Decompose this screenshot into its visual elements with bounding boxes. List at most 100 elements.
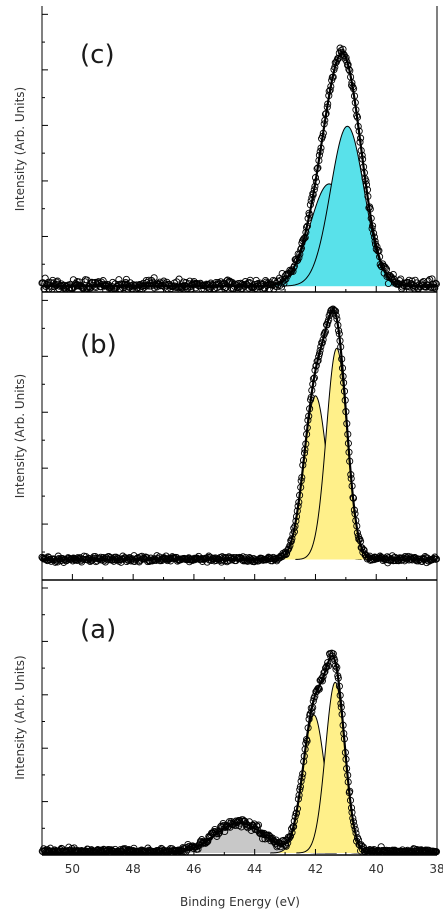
data-point xyxy=(370,229,378,237)
y-axis-title: Intensity (Arb. Units) xyxy=(13,87,27,211)
component-fill xyxy=(269,395,362,560)
data-point xyxy=(312,362,320,370)
data-point xyxy=(265,280,273,288)
data-point xyxy=(342,54,350,62)
data-point xyxy=(331,63,339,71)
data-point xyxy=(334,674,342,682)
data-point xyxy=(352,829,360,837)
data-point xyxy=(343,420,351,428)
data-point xyxy=(290,528,298,536)
data-point xyxy=(296,783,304,791)
data-point xyxy=(344,430,352,438)
data-point xyxy=(321,329,329,337)
component-fill xyxy=(280,126,415,287)
data-point xyxy=(332,312,340,320)
data-point xyxy=(368,224,376,233)
data-point xyxy=(335,54,343,62)
data-point xyxy=(326,86,334,94)
data-point xyxy=(294,795,302,803)
data-point xyxy=(295,791,303,799)
data-point xyxy=(300,752,308,760)
data-point xyxy=(354,122,362,130)
y-axis-title: Intensity (Arb. Units) xyxy=(13,655,27,779)
data-point xyxy=(173,283,181,291)
x-tick-label: 38 xyxy=(429,862,443,876)
data-point xyxy=(331,307,339,315)
data-point xyxy=(303,737,311,745)
envelope-line xyxy=(42,52,437,288)
data-point xyxy=(318,677,326,685)
data-point xyxy=(348,81,356,89)
data-point xyxy=(344,778,352,786)
panels-group: Intensity (Arb. Units) (c) Intensity (Arb.… xyxy=(13,6,443,876)
data-point xyxy=(340,51,348,59)
data-point xyxy=(311,366,319,374)
data-point xyxy=(282,842,290,850)
panel-label: (c) xyxy=(80,40,115,70)
data-point xyxy=(254,821,263,829)
data-point xyxy=(299,235,308,243)
data-point xyxy=(299,456,308,464)
data-point xyxy=(362,177,370,185)
x-tick-label: 48 xyxy=(126,862,141,876)
x-axis-title: Binding Energy (eV) xyxy=(180,895,300,909)
data-point xyxy=(313,165,321,173)
data-point xyxy=(297,777,305,785)
data-point xyxy=(315,350,324,358)
data-point xyxy=(431,284,439,292)
data-point xyxy=(358,544,366,552)
data-point xyxy=(334,321,342,329)
data-points xyxy=(38,44,440,293)
data-point xyxy=(363,186,372,194)
data-point xyxy=(356,138,364,146)
data-point xyxy=(124,846,132,854)
data-point xyxy=(304,416,312,424)
panel-a: 50 48 46 44 42 40 38 Intensity (Arb. Units) (a) xyxy=(13,580,443,876)
data-point xyxy=(345,65,353,73)
data-point xyxy=(357,146,365,155)
data-point xyxy=(338,355,346,363)
data-point xyxy=(302,440,310,448)
data-point xyxy=(331,662,340,670)
component-fill xyxy=(142,822,337,853)
data-point xyxy=(303,222,311,230)
data-point xyxy=(290,524,298,532)
data-point xyxy=(302,223,311,231)
data-point xyxy=(310,186,318,194)
data-point xyxy=(338,364,347,372)
data-point xyxy=(327,306,336,314)
data-point xyxy=(293,507,301,515)
data-point xyxy=(347,804,356,812)
data-point xyxy=(381,264,390,272)
data-point xyxy=(359,155,367,163)
data-point xyxy=(204,837,212,845)
data-point xyxy=(304,724,312,732)
data-point xyxy=(221,823,229,832)
data-point xyxy=(298,473,306,482)
data-point xyxy=(344,771,352,779)
data-point xyxy=(358,151,366,159)
data-point xyxy=(346,787,354,795)
data-point xyxy=(331,656,339,664)
data-point xyxy=(309,191,317,199)
data-point xyxy=(320,120,328,128)
data-points xyxy=(38,649,441,856)
data-point xyxy=(308,708,316,716)
data-point xyxy=(305,412,313,420)
data-point xyxy=(351,510,359,518)
data-point xyxy=(340,379,348,387)
data-point xyxy=(340,387,349,395)
data-point xyxy=(328,76,336,84)
data-point xyxy=(314,164,322,172)
data-point xyxy=(432,280,440,288)
data-point xyxy=(253,822,261,830)
data-point xyxy=(291,812,299,821)
data-point xyxy=(345,448,353,456)
data-point xyxy=(305,715,313,723)
data-point xyxy=(349,814,357,822)
component-fill xyxy=(270,714,358,853)
data-point xyxy=(286,832,295,840)
data-point xyxy=(287,537,295,545)
data-point xyxy=(294,502,302,510)
